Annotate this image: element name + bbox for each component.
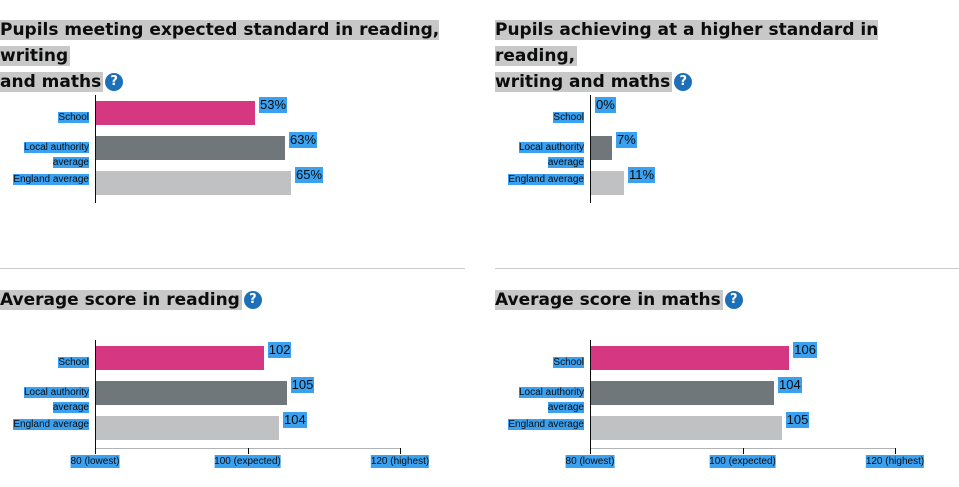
- category-label: School: [0, 110, 89, 125]
- data-label: 11%: [628, 167, 656, 183]
- chart-panel-average-maths: Average score in maths? School Local auth…: [495, 287, 959, 482]
- bar: [591, 346, 790, 370]
- bar: [96, 171, 291, 195]
- section-divider: [0, 268, 465, 269]
- chart-panel-higher-standard: Pupils achieving at a higher standard in…: [495, 17, 959, 247]
- data-label: 105: [785, 412, 810, 428]
- category-label-line1: School: [58, 357, 89, 368]
- x-tick-label: 80 (lowest): [70, 455, 120, 468]
- data-label: 106: [793, 342, 817, 358]
- category-label: England average: [495, 172, 584, 187]
- x-tick: [895, 448, 896, 454]
- category-label-line1: Local authority: [518, 387, 584, 398]
- data-label: 104: [778, 377, 802, 393]
- data-label: 105: [290, 377, 315, 393]
- category-label: School: [495, 110, 584, 125]
- bar: [96, 101, 255, 125]
- x-tick-label: 100 (expected): [214, 455, 281, 468]
- category-label-line1: School: [553, 112, 584, 123]
- category-label-line1: England average: [508, 419, 584, 430]
- x-tick: [742, 448, 744, 454]
- bar: [591, 381, 774, 405]
- category-label-line1: England average: [13, 174, 89, 185]
- help-icon[interactable]: ?: [724, 291, 743, 309]
- category-label: Local authority average: [0, 140, 89, 170]
- x-tick: [590, 448, 591, 454]
- chart-title-line1: Pupils meeting expected standard in read…: [0, 20, 440, 66]
- bar: [591, 416, 782, 440]
- x-tick-label: 120 (highest): [865, 455, 925, 468]
- x-tick: [400, 448, 401, 454]
- category-label: Local authority average: [0, 385, 89, 415]
- help-icon[interactable]: ?: [674, 73, 693, 91]
- data-label: 65%: [295, 167, 324, 183]
- section-divider: [495, 268, 959, 269]
- category-label-line2: average: [547, 157, 584, 168]
- help-icon[interactable]: ?: [105, 73, 124, 91]
- bar: [591, 136, 612, 160]
- y-axis-line: [95, 340, 96, 448]
- data-label: 104: [283, 412, 307, 428]
- category-label: School: [0, 355, 89, 370]
- chart-title-line2: writing and maths: [495, 72, 673, 92]
- category-label-line1: England average: [508, 174, 584, 185]
- x-tick-label: 100 (expected): [709, 455, 776, 468]
- chart-title-line1: Average score in reading: [0, 290, 242, 310]
- bar: [96, 346, 264, 370]
- chart-title: Average score in reading?: [0, 287, 262, 313]
- x-tick: [95, 448, 96, 454]
- category-label-line1: Local authority: [23, 142, 89, 153]
- data-label: 53%: [259, 97, 288, 113]
- chart-title-line1: Average score in maths: [495, 290, 723, 310]
- category-label-line2: average: [547, 402, 584, 413]
- data-label: 63%: [289, 132, 318, 148]
- chart-title: Pupils achieving at a higher standard in…: [495, 17, 959, 95]
- chart-title: Average score in maths?: [495, 287, 743, 313]
- bar: [96, 416, 279, 440]
- bar: [96, 381, 287, 405]
- category-label: England average: [495, 417, 584, 432]
- category-label-line2: average: [52, 157, 89, 168]
- help-icon[interactable]: ?: [243, 291, 262, 309]
- chart-panel-expected-standard: Pupils meeting expected standard in read…: [0, 17, 465, 247]
- y-axis-line: [590, 340, 591, 448]
- data-label: 7%: [616, 132, 637, 148]
- x-tick: [247, 448, 249, 454]
- category-label-line2: average: [52, 402, 89, 413]
- y-axis-line: [95, 95, 96, 203]
- category-label: England average: [0, 417, 89, 432]
- category-label: England average: [0, 172, 89, 187]
- category-label-line1: England average: [13, 419, 89, 430]
- x-tick-label: 80 (lowest): [565, 455, 615, 468]
- category-label-line1: School: [58, 112, 89, 123]
- category-label-line1: School: [553, 357, 584, 368]
- y-axis-line: [590, 95, 591, 203]
- data-label: 102: [267, 342, 292, 358]
- chart-panel-average-reading: Average score in reading? School Local au…: [0, 287, 465, 482]
- chart-title: Pupils meeting expected standard in read…: [0, 17, 465, 95]
- category-label-line1: Local authority: [518, 142, 584, 153]
- category-label-line1: Local authority: [23, 387, 89, 398]
- chart-title-line1: Pupils achieving at a higher standard in…: [495, 20, 879, 66]
- x-tick-label: 120 (highest): [370, 455, 430, 468]
- chart-title-line2: and maths: [0, 72, 104, 92]
- bar: [96, 136, 285, 160]
- data-label: 0%: [595, 97, 616, 113]
- category-label: Local authority average: [495, 140, 584, 170]
- category-label: School: [495, 355, 584, 370]
- bar: [591, 171, 624, 195]
- category-label: Local authority average: [495, 385, 584, 415]
